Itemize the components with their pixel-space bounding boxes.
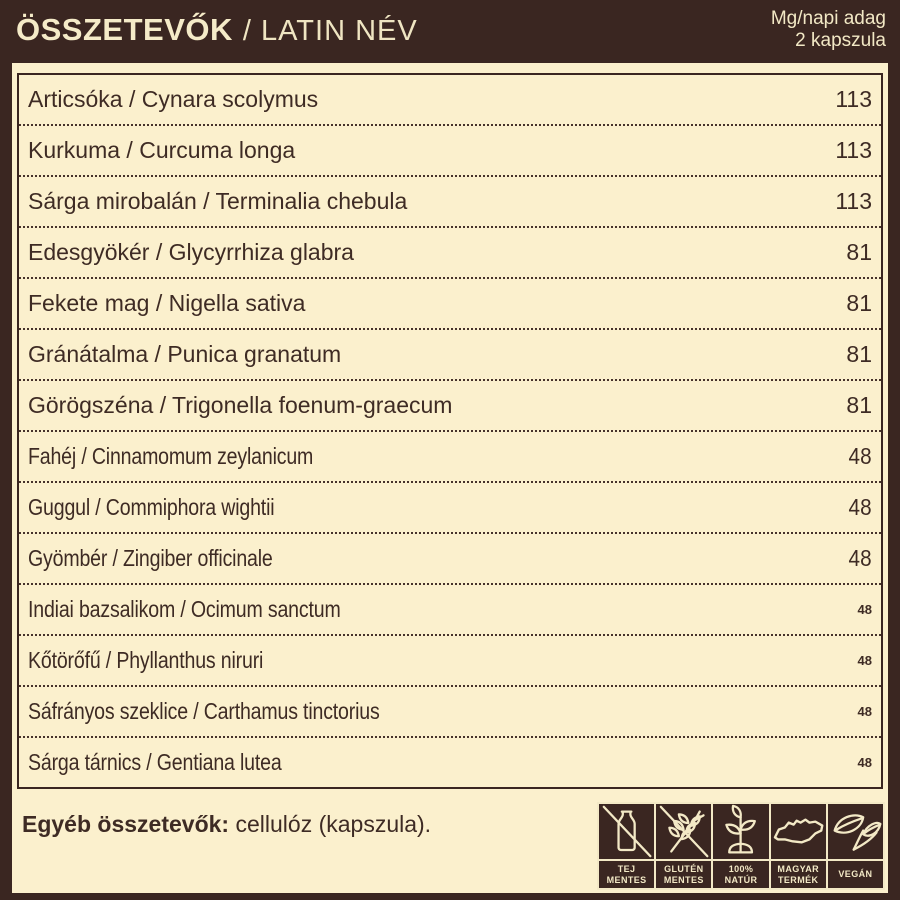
table-row: Sáfrányos szeklice / Carthamus tinctoriu…	[19, 687, 881, 738]
badge-label-line: MAGYAR	[777, 864, 819, 875]
ingredients-table: Articsóka / Cynara scolymus 113 Kurkuma …	[17, 73, 883, 789]
badge-label-line: GLUTÉN	[664, 864, 704, 875]
ingredient-name: Articsóka / Cynara scolymus	[28, 86, 319, 112]
badge-natural: 100% NATÚR	[713, 804, 771, 888]
ingredient-name: Sáfrányos szeklice / Carthamus tinctoriu…	[28, 698, 380, 724]
table-row: Gyömbér / Zingiber officinale 48	[19, 534, 881, 585]
ingredients-title: ÖSSZETEVŐK	[16, 11, 233, 47]
page-title: ÖSSZETEVŐK / LATIN NÉV	[16, 12, 418, 48]
badge-hungary: MAGYAR TERMÉK	[770, 804, 828, 888]
ingredient-name: Sárga mirobalán / Terminalia chebula	[28, 188, 408, 214]
ingredient-name: Sárga tárnics / Gentiana lutea	[28, 749, 282, 775]
ingredient-amount: 48	[848, 443, 872, 469]
dose-unit: Mg/napi adag	[770, 7, 886, 29]
table-row: Kurkuma / Curcuma longa 113	[19, 126, 881, 177]
badge-icon-box	[770, 804, 826, 861]
ingredient-name: Kőtörőfű / Phyllanthus niruri	[28, 647, 264, 673]
ingredient-amount: 48	[848, 494, 872, 520]
badge-strip: TEJ MENTES GLUTÉN MENTES 100% NATÚR MAGYAR T…	[597, 802, 885, 890]
hungary-icon	[773, 818, 824, 844]
dose-info: Mg/napi adag 2 kapszula	[771, 8, 886, 52]
badge-label-line: NATÚR	[724, 874, 758, 885]
ingredient-amount: 113	[835, 86, 872, 112]
ingredient-name: Gránátalma / Punica granatum	[28, 341, 342, 367]
badge-label-line: VEGÁN	[838, 869, 873, 880]
dose-amount: 2 kapszula	[795, 29, 886, 51]
ingredient-name: Edesgyökér / Glycyrrhiza glabra	[28, 239, 354, 265]
ingredient-name: Kurkuma / Curcuma longa	[28, 137, 296, 163]
vegan-icon	[833, 814, 882, 851]
ingredient-amount: 81	[846, 392, 872, 418]
ingredient-amount: 81	[846, 341, 872, 367]
badge-label-line: MENTES	[663, 874, 704, 885]
other-ingredients: Egyéb összetevők: cellulóz (kapszula).	[22, 811, 431, 838]
badge-label: VEGÁN	[828, 861, 883, 888]
table-row: Görögszéna / Trigonella foenum-graecum 8…	[19, 381, 881, 432]
badge-label-line: 100%	[728, 864, 754, 875]
ingredient-amount: 48	[857, 704, 872, 719]
badge-no-milk: TEJ MENTES	[599, 804, 657, 888]
ingredient-name: Indiai bazsalikom / Ocimum sanctum	[28, 596, 341, 622]
table-row: Gránátalma / Punica granatum 81	[19, 330, 881, 381]
table-row: Sárga mirobalán / Terminalia chebula 113	[19, 177, 881, 228]
badge-icon-box	[713, 804, 769, 861]
label-sheet: Articsóka / Cynara scolymus 113 Kurkuma …	[12, 63, 888, 893]
other-ingredients-value: cellulóz (kapszula).	[235, 811, 432, 837]
badge-no-gluten: GLUTÉN MENTES	[656, 804, 714, 888]
ingredient-name: Fahéj / Cinnamomum zeylanicum	[28, 443, 314, 469]
table-row: Fahéj / Cinnamomum zeylanicum 48	[19, 432, 881, 483]
table-row: Indiai bazsalikom / Ocimum sanctum 48	[19, 585, 881, 636]
ingredient-amount: 48	[848, 545, 872, 571]
ingredient-amount: 48	[857, 653, 872, 668]
ingredient-amount: 113	[835, 188, 872, 214]
ingredient-amount: 48	[857, 755, 872, 770]
ingredient-amount: 81	[846, 239, 872, 265]
badge-icon-box	[599, 804, 655, 861]
table-row: Fekete mag / Nigella sativa 81	[19, 279, 881, 330]
badge-label-line: TEJ	[617, 864, 636, 875]
table-row: Guggul / Commiphora wightii 48	[19, 483, 881, 534]
badge-label: TEJ MENTES	[599, 861, 654, 888]
badge-vegan: VEGÁN	[827, 804, 884, 888]
badge-icon-box	[827, 804, 884, 861]
natural-icon	[725, 804, 757, 854]
badge-label: MAGYAR TERMÉK	[771, 861, 826, 888]
badge-label: GLUTÉN MENTES	[656, 861, 711, 888]
badge-icon-box	[656, 804, 712, 861]
table-row: Edesgyökér / Glycyrrhiza glabra 81	[19, 228, 881, 279]
ingredient-name: Fekete mag / Nigella sativa	[28, 290, 306, 316]
no-gluten-icon	[659, 805, 709, 858]
table-row: Kőtörőfű / Phyllanthus niruri 48	[19, 636, 881, 687]
no-milk-icon	[602, 805, 652, 858]
ingredient-amount: 48	[857, 602, 872, 617]
latin-name-subtitle: / LATIN NÉV	[242, 14, 418, 47]
other-ingredients-label: Egyéb összetevők:	[22, 811, 230, 837]
badge-label: 100% NATÚR	[713, 861, 768, 888]
ingredient-name: Görögszéna / Trigonella foenum-graecum	[28, 392, 453, 418]
header: ÖSSZETEVŐK / LATIN NÉV Mg/napi adag 2 ka…	[0, 0, 900, 63]
ingredient-name: Guggul / Commiphora wightii	[28, 494, 275, 520]
badge-label-line: TERMÉK	[778, 874, 819, 885]
ingredient-amount: 113	[835, 137, 872, 163]
table-row: Articsóka / Cynara scolymus 113	[19, 75, 881, 126]
ingredient-amount: 81	[846, 290, 872, 316]
ingredient-name: Gyömbér / Zingiber officinale	[28, 545, 273, 571]
badge-label-line: MENTES	[606, 874, 647, 885]
table-row: Sárga tárnics / Gentiana lutea 48	[19, 738, 881, 787]
